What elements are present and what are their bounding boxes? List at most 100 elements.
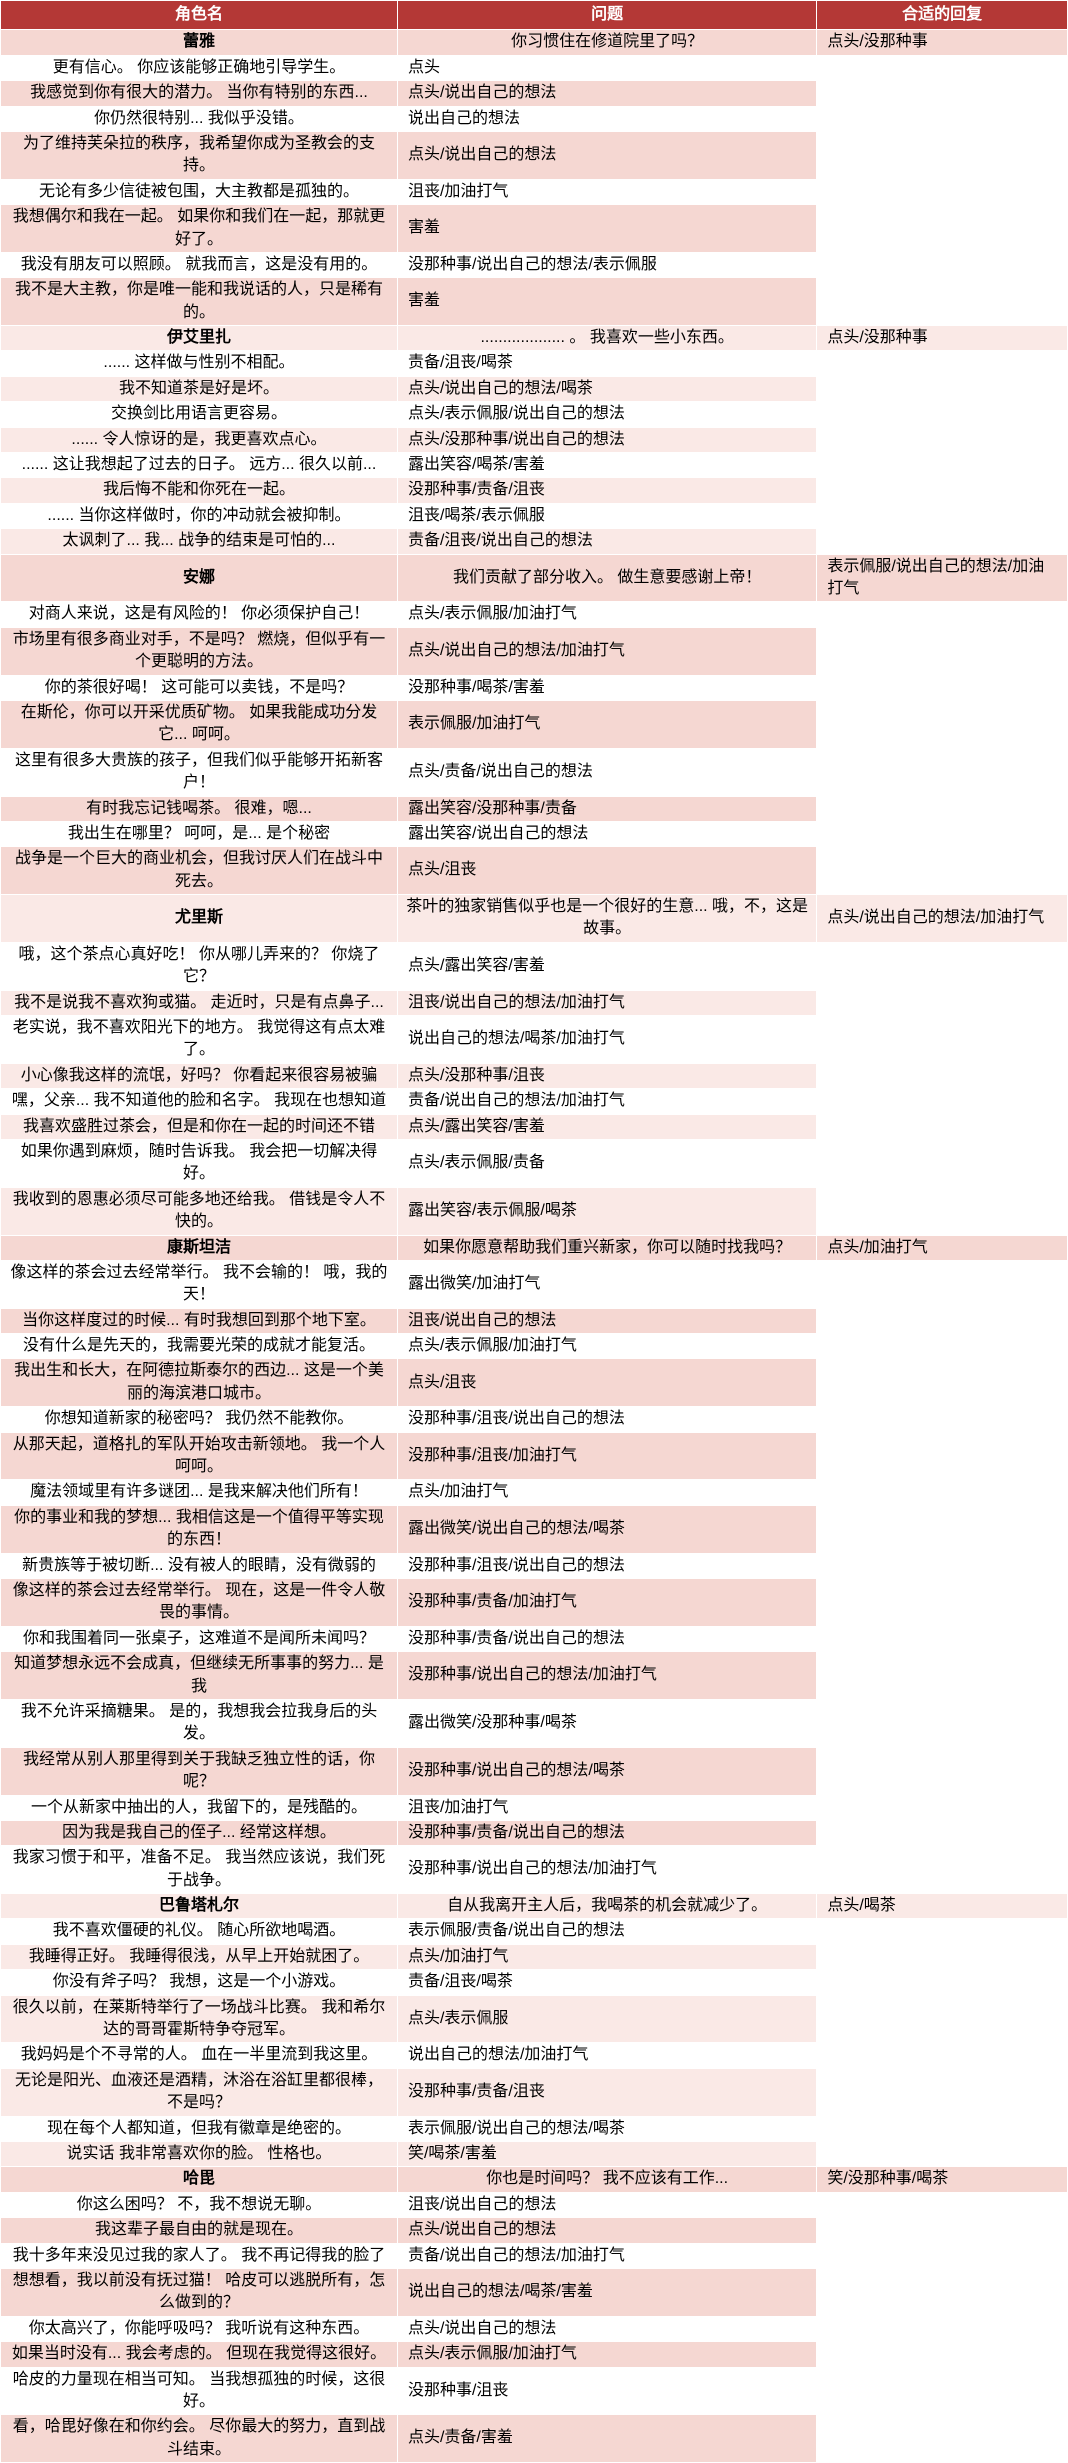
- question-cell: 我后悔不能和你死在一起。: [1, 478, 398, 503]
- character-name: 伊艾里扎: [1, 326, 398, 351]
- answer-cell: 说出自己的想法/加油打气: [397, 2043, 816, 2068]
- answer-cell: 没那种事/说出自己的想法/表示佩服: [397, 252, 816, 277]
- answer-cell: 点头/说出自己的想法: [397, 81, 816, 106]
- answer-cell: 没那种事/责备/说出自己的想法: [397, 1626, 816, 1651]
- answer-cell: 没那种事/说出自己的想法/喝茶: [397, 1747, 816, 1795]
- answer-cell: 点头/责备/害羞: [397, 2415, 816, 2463]
- question-cell: 有时我忘记钱喝茶。 很难，嗯...: [1, 796, 398, 821]
- table-row: 我不允许采摘糖果。 是的，我想我会拉我身后的头发。露出微笑/没那种事/喝茶: [1, 1699, 1068, 1747]
- answer-cell: 点头/表示佩服/责备: [397, 1139, 816, 1187]
- answer-cell: 点头/说出自己的想法: [397, 131, 816, 179]
- table-row: 你的事业和我的梦想... 我相信这是一个值得平等实现的东西！露出微笑/说出自己的…: [1, 1505, 1068, 1553]
- character-name: 尤里斯: [1, 895, 398, 943]
- answer-cell: 点头/没那种事: [817, 326, 1068, 351]
- question-cell: 我没有朋友可以照顾。 就我而言，这是没有用的。: [1, 252, 398, 277]
- question-cell: 战争是一个巨大的商业机会，但我讨厌人们在战斗中死去。: [1, 847, 398, 895]
- table-row: 我没有朋友可以照顾。 就我而言，这是没有用的。没那种事/说出自己的想法/表示佩服: [1, 252, 1068, 277]
- question-cell: 无论是阳光、血液还是酒精，沐浴在浴缸里都很棒，不是吗？: [1, 2068, 398, 2116]
- answer-cell: 点头/露出笑容/害羞: [397, 1114, 816, 1139]
- question-cell: 像这样的茶会过去经常举行。 现在，这是一件令人敬畏的事情。: [1, 1579, 398, 1627]
- question-cell: 你仍然很特别... 我似乎没错。: [1, 106, 398, 131]
- table-row: 我十多年来没见过我的家人了。 我不再记得我的脸了责备/说出自己的想法/加油打气: [1, 2243, 1068, 2268]
- table-row: 为了维持芙朵拉的秩序，我希望你成为圣教会的支持。点头/说出自己的想法: [1, 131, 1068, 179]
- question-cell: 我家习惯于和平，准备不足。 我当然应该说，我们死于战争。: [1, 1846, 398, 1894]
- header-question: 问题: [397, 1, 816, 30]
- character-name: 哈毘: [1, 2167, 398, 2192]
- answer-cell: 点头/表示佩服: [397, 1995, 816, 2043]
- answer-cell: 没那种事/喝茶/害羞: [397, 675, 816, 700]
- table-row: 想想看，我以前没有抚过猫！ 哈皮可以逃脱所有，怎么做到的？说出自己的想法/喝茶/…: [1, 2268, 1068, 2316]
- answer-cell: 点头/表示佩服/加油打气: [397, 1334, 816, 1359]
- answer-cell: 露出微笑/没那种事/喝茶: [397, 1699, 816, 1747]
- table-row: 哈毘你也是时间吗？ 我不应该有工作...笑/没那种事/喝茶: [1, 2167, 1068, 2192]
- answer-cell: 点头/没那种事/沮丧: [397, 1063, 816, 1088]
- answer-cell: 表示佩服/说出自己的想法/加油打气: [817, 554, 1068, 602]
- table-row: 战争是一个巨大的商业机会，但我讨厌人们在战斗中死去。点头/沮丧: [1, 847, 1068, 895]
- table-row: 我出生在哪里？ 呵呵，是... 是个秘密露出笑容/说出自己的想法: [1, 821, 1068, 846]
- table-row: 尤里斯茶叶的独家销售似乎也是一个很好的生意... 哦，不，这是故事。点头/说出自…: [1, 895, 1068, 943]
- question-cell: 没有什么是先天的，我需要光荣的成就才能复活。: [1, 1334, 398, 1359]
- answer-cell: 点头/加油打气: [397, 1480, 816, 1505]
- answer-cell: 点头/说出自己的想法/喝茶: [397, 376, 816, 401]
- table-row: 我不喜欢僵硬的礼仪。 随心所欲地喝酒。表示佩服/责备/说出自己的想法: [1, 1919, 1068, 1944]
- answer-cell: 露出微笑/说出自己的想法/喝茶: [397, 1505, 816, 1553]
- question-cell: 知道梦想永远不会成真，但继续无所事事的努力... 是我: [1, 1652, 398, 1700]
- table-row: 我喜欢盛胜过茶会，但是和你在一起的时间还不错点头/露出笑容/害羞: [1, 1114, 1068, 1139]
- answer-cell: 沮丧/加油打气: [397, 1795, 816, 1820]
- question-cell: 小心像我这样的流氓，好吗？ 你看起来很容易被骗: [1, 1063, 398, 1088]
- answer-cell: 没那种事/说出自己的想法/加油打气: [397, 1652, 816, 1700]
- answer-cell: 没那种事/沮丧/说出自己的想法: [397, 1553, 816, 1578]
- table-row: 像这样的茶会过去经常举行。 我不会输的！ 哦，我的天！露出微笑/加油打气: [1, 1260, 1068, 1308]
- answer-cell: 没那种事/责备/沮丧: [397, 2068, 816, 2116]
- answer-cell: 沮丧/说出自己的想法: [397, 2192, 816, 2217]
- table-row: 对商人来说，这是有风险的！ 你必须保护自己！点头/表示佩服/加油打气: [1, 602, 1068, 627]
- question-cell: 哈皮的力量现在相当可知。 当我想孤独的时候，这很好。: [1, 2367, 398, 2415]
- table-row: 说实话 我非常喜欢你的脸。 性格也。笑/喝茶/害羞: [1, 2141, 1068, 2166]
- question-cell: 在斯伦，你可以开采优质矿物。 如果我能成功分发它... 呵呵。: [1, 700, 398, 748]
- question-cell: 我不是大主教，你是唯一能和我说话的人，只是稀有的。: [1, 278, 398, 326]
- table-row: 在斯伦，你可以开采优质矿物。 如果我能成功分发它... 呵呵。表示佩服/加油打气: [1, 700, 1068, 748]
- answer-cell: 沮丧/说出自己的想法/加油打气: [397, 990, 816, 1015]
- answer-cell: 没那种事/责备/加油打气: [397, 1579, 816, 1627]
- header-answer: 合适的回复: [817, 1, 1068, 30]
- answer-cell: 没那种事/说出自己的想法/加油打气: [397, 1846, 816, 1894]
- table-row: 你的茶很好喝！ 这可能可以卖钱，不是吗？没那种事/喝茶/害羞: [1, 675, 1068, 700]
- table-row: 有时我忘记钱喝茶。 很难，嗯...露出笑容/没那种事/责备: [1, 796, 1068, 821]
- answer-cell: 说出自己的想法/喝茶/加油打气: [397, 1016, 816, 1064]
- question-cell: 新贵族等于被切断... 没有被人的眼睛，没有微弱的: [1, 1553, 398, 1578]
- table-row: 你想知道新家的秘密吗？ 我仍然不能教你。没那种事/沮丧/说出自己的想法: [1, 1407, 1068, 1432]
- answer-cell: 笑/没那种事/喝茶: [817, 2167, 1068, 2192]
- question-cell: 你和我围着同一张桌子，这难道不是闻所未闻吗？: [1, 1626, 398, 1651]
- table-row: 一个从新家中抽出的人，我留下的，是残酷的。沮丧/加油打气: [1, 1795, 1068, 1820]
- table-row: 市场里有很多商业对手，不是吗？ 燃烧，但似乎有一个更聪明的方法。点头/说出自己的…: [1, 627, 1068, 675]
- table-row: 你这么困吗？ 不，我不想说无聊。沮丧/说出自己的想法: [1, 2192, 1068, 2217]
- answer-cell: 害羞: [397, 205, 816, 253]
- character-name: 康斯坦洁: [1, 1235, 398, 1260]
- question-cell: 你这么困吗？ 不，我不想说无聊。: [1, 2192, 398, 2217]
- table-row: 我后悔不能和你死在一起。没那种事/责备/沮丧: [1, 478, 1068, 503]
- table-row: 我收到的恩惠必须尽可能多地还给我。 借钱是令人不快的。露出笑容/表示佩服/喝茶: [1, 1187, 1068, 1235]
- table-row: 老实说，我不喜欢阳光下的地方。 我觉得这有点太难了。说出自己的想法/喝茶/加油打…: [1, 1016, 1068, 1064]
- table-row: 巴鲁塔札尔自从我离开主人后，我喝茶的机会就减少了。点头/喝茶: [1, 1894, 1068, 1919]
- table-row: 嘿，父亲... 我不知道他的脸和名字。 我现在也想知道责备/说出自己的想法/加油…: [1, 1089, 1068, 1114]
- question-cell: 老实说，我不喜欢阳光下的地方。 我觉得这有点太难了。: [1, 1016, 398, 1064]
- table-row: 我睡得正好。 我睡得很浅，从早上开始就困了。点头/加油打气: [1, 1944, 1068, 1969]
- answer-cell: 点头/加油打气: [397, 1944, 816, 1969]
- question-cell: 你也是时间吗？ 我不应该有工作...: [397, 2167, 816, 2192]
- table-row: 这里有很多大贵族的孩子，但我们似乎能够开拓新客户！点头/责备/说出自己的想法: [1, 748, 1068, 796]
- answer-cell: 沮丧/喝茶/表示佩服: [397, 503, 816, 528]
- question-cell: 你想知道新家的秘密吗？ 我仍然不能教你。: [1, 1407, 398, 1432]
- question-cell: 像这样的茶会过去经常举行。 我不会输的！ 哦，我的天！: [1, 1260, 398, 1308]
- answer-cell: 点头/沮丧: [397, 1359, 816, 1407]
- table-row: 你仍然很特别... 我似乎没错。说出自己的想法: [1, 106, 1068, 131]
- answer-cell: 露出笑容/说出自己的想法: [397, 821, 816, 846]
- character-name: 蕾雅: [1, 30, 398, 55]
- character-name: 安娜: [1, 554, 398, 602]
- answer-cell: 说出自己的想法: [397, 106, 816, 131]
- question-cell: ...... 令人惊讶的是，我更喜欢点心。: [1, 427, 398, 452]
- question-cell: 我想偶尔和我在一起。 如果你和我们在一起，那就更好了。: [1, 205, 398, 253]
- answer-cell: 表示佩服/责备/说出自己的想法: [397, 1919, 816, 1944]
- table-row: 我经常从别人那里得到关于我缺乏独立性的话，你呢？没那种事/说出自己的想法/喝茶: [1, 1747, 1068, 1795]
- table-row: 太讽刺了... 我... 战争的结束是可怕的...责备/沮丧/说出自己的想法: [1, 529, 1068, 554]
- question-cell: 我妈妈是个不寻常的人。 血在一半里流到我这里。: [1, 2043, 398, 2068]
